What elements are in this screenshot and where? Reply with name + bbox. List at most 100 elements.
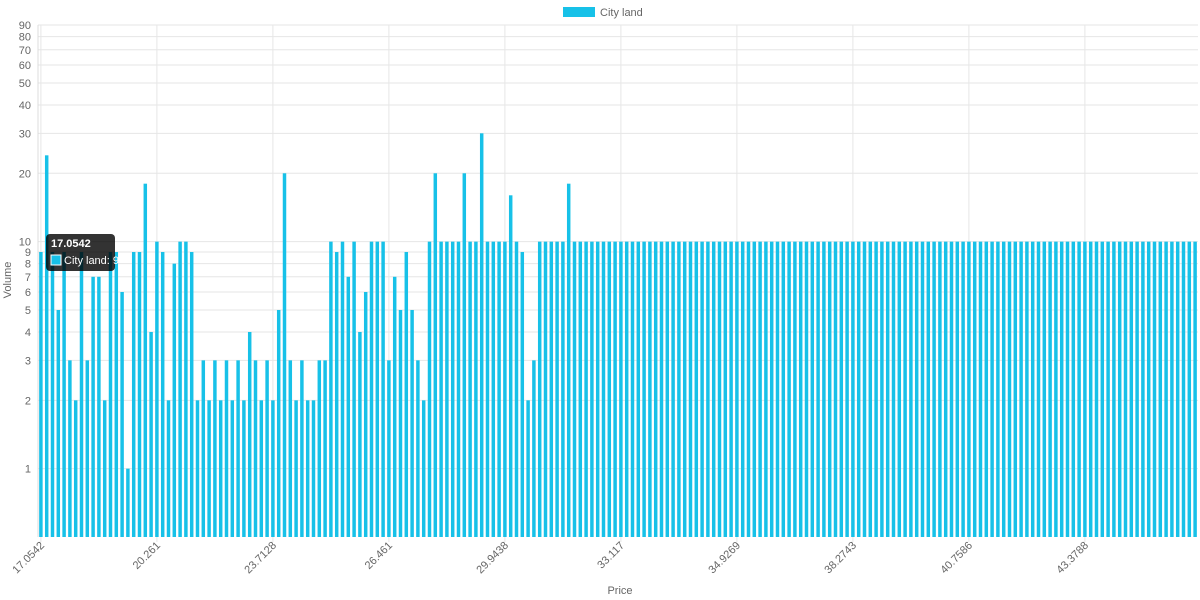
bar[interactable] [300,360,304,537]
bar[interactable] [520,252,525,537]
bar[interactable] [903,241,907,537]
bar[interactable] [462,173,467,538]
bar[interactable] [996,241,1000,537]
bar[interactable] [387,360,391,537]
bar[interactable] [294,400,298,537]
bar[interactable] [282,173,287,538]
bar[interactable] [433,173,438,538]
bar[interactable] [485,241,490,537]
bar[interactable] [938,241,942,537]
bar[interactable] [39,252,43,537]
bar[interactable] [126,468,130,537]
bar[interactable] [659,241,664,537]
bar[interactable] [224,360,229,537]
bar[interactable] [1083,241,1087,537]
bar[interactable] [317,360,322,537]
bar[interactable] [137,252,142,537]
bar[interactable] [723,241,728,537]
bar[interactable] [532,360,536,537]
bar[interactable] [97,276,101,537]
bar[interactable] [700,241,704,537]
bar[interactable] [833,241,838,537]
bar[interactable] [665,241,670,537]
bar[interactable] [172,263,177,537]
bar[interactable] [155,241,159,537]
bar[interactable] [381,241,385,537]
bar[interactable] [1106,241,1110,537]
bar[interactable] [688,241,693,537]
bar[interactable] [346,276,351,537]
bar[interactable] [456,241,461,537]
bar[interactable] [880,241,884,537]
bar[interactable] [265,360,269,537]
bar[interactable] [804,241,809,537]
bar[interactable] [1170,241,1174,537]
bar[interactable] [694,241,699,537]
bar[interactable] [398,309,403,537]
bar[interactable] [984,241,989,537]
bar[interactable] [711,241,716,537]
bar[interactable] [816,241,820,537]
bar[interactable] [746,241,751,537]
bar[interactable] [497,241,501,537]
bar[interactable] [253,360,258,537]
bar[interactable] [920,241,925,537]
bar[interactable] [764,241,768,537]
bar[interactable] [334,252,339,537]
bar[interactable] [85,360,90,537]
bar[interactable] [1071,241,1076,537]
bar[interactable] [607,241,612,537]
bar[interactable] [740,241,745,537]
bar[interactable] [131,252,136,537]
bar[interactable] [195,400,200,537]
bar[interactable] [108,252,113,537]
bar[interactable] [91,276,95,537]
bar[interactable] [340,241,345,537]
bar[interactable] [160,252,165,537]
bar[interactable] [572,241,577,537]
bar[interactable] [503,241,507,537]
bar[interactable] [874,241,878,537]
bar[interactable] [967,241,971,537]
bar[interactable] [822,241,826,537]
bar[interactable] [758,241,762,537]
bar[interactable] [729,241,733,537]
bar[interactable] [978,241,983,537]
bar[interactable] [613,241,617,537]
bar[interactable] [566,183,571,537]
bar[interactable] [653,241,658,537]
bar[interactable] [549,241,554,537]
bar[interactable] [949,241,954,537]
bar[interactable] [543,241,548,537]
bar[interactable] [404,252,409,537]
bar[interactable] [862,241,867,537]
bar[interactable] [735,241,739,537]
bar[interactable] [62,252,66,537]
bar[interactable] [1112,241,1116,537]
bar[interactable] [537,241,542,537]
bar[interactable] [1001,241,1006,537]
bar[interactable] [1117,241,1122,537]
bar[interactable] [50,252,55,537]
bar[interactable] [851,241,855,537]
bar[interactable] [526,400,530,537]
bar[interactable] [439,241,443,537]
bar[interactable] [1123,241,1128,537]
bar[interactable] [1175,241,1180,537]
bar[interactable] [990,241,994,537]
bar[interactable] [213,360,217,537]
bar[interactable] [474,241,478,537]
bar[interactable] [44,155,49,537]
bar[interactable] [1036,241,1041,537]
bar[interactable] [590,241,594,537]
bar[interactable] [943,241,948,537]
bar[interactable] [1187,241,1192,537]
bar[interactable] [1146,241,1151,537]
bar[interactable] [143,183,148,537]
bar[interactable] [207,400,211,537]
bar[interactable] [1152,241,1157,537]
bar[interactable] [508,195,513,538]
bar[interactable] [787,241,791,537]
bar[interactable] [288,360,293,537]
bar[interactable] [166,400,171,537]
